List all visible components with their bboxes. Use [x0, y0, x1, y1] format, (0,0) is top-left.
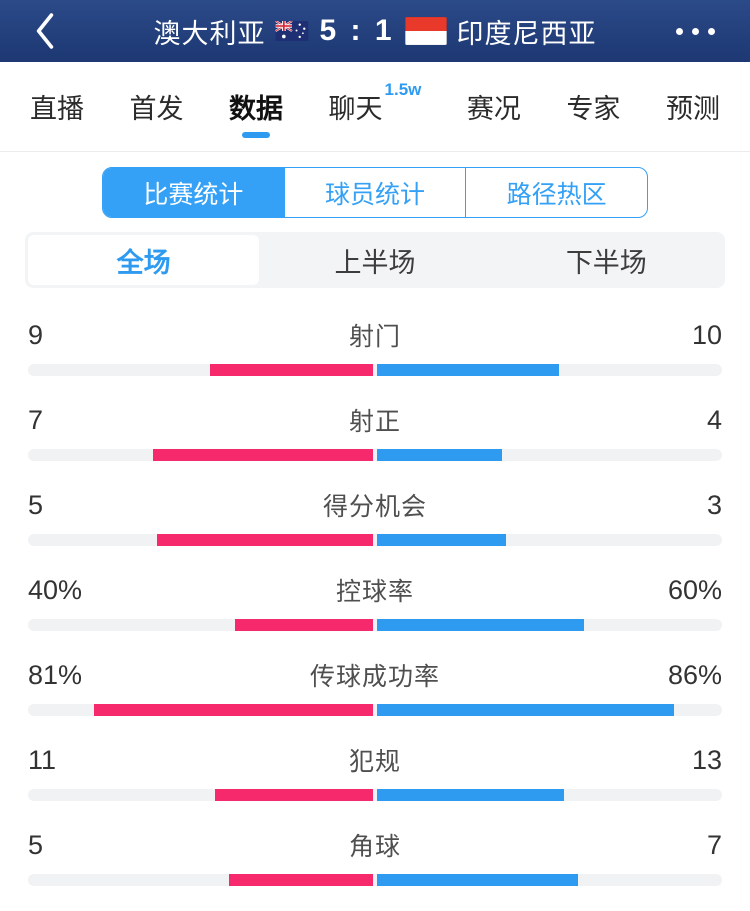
away-team-name: 印度尼西亚	[456, 18, 597, 49]
stat-bar-track	[28, 704, 722, 716]
score: 5 : 1	[319, 14, 395, 47]
stat-row-pass-success-rate: 81% 传球成功率 86%	[0, 656, 750, 741]
home-value: 7	[28, 404, 44, 435]
home-value: 81%	[28, 659, 83, 690]
stat-bar-track	[28, 874, 722, 886]
nav-tab-label: 赛况	[466, 94, 521, 124]
home-bar	[157, 534, 373, 546]
home-value: 11	[28, 744, 57, 775]
tab-lineup[interactable]: 首发	[128, 62, 186, 152]
australia-flag-icon	[275, 21, 309, 41]
stat-label: 射正	[348, 408, 401, 436]
stat-label: 犯规	[348, 748, 401, 776]
away-value: 13	[691, 744, 722, 775]
home-value: 40%	[28, 574, 83, 605]
nav-tab-label: 预测	[665, 94, 720, 124]
nav-tab-badge: 1.5w	[384, 79, 422, 99]
nav-tab-label: 数据	[229, 94, 284, 124]
period-tabs: 全场 上半场 下半场	[25, 232, 725, 288]
more-button[interactable]	[640, 0, 750, 62]
segment-heatmap[interactable]: 路径热区	[465, 168, 647, 217]
stat-row-scoring-chances: 5 得分机会 3	[0, 486, 750, 571]
stat-bar-track	[28, 789, 722, 801]
away-bar	[377, 449, 502, 461]
stat-row-corners: 5 角球 7	[0, 826, 750, 911]
match-stats-list: 9 射门 10 7 射正 4 5 得分机会 3	[0, 316, 750, 911]
chevron-left-icon	[36, 13, 54, 49]
stat-label: 得分机会	[322, 493, 427, 521]
away-value: 10	[691, 319, 722, 350]
away-value: 86%	[667, 659, 722, 690]
period-label: 下半场	[565, 247, 647, 278]
home-bar	[215, 789, 373, 801]
period-label: 上半场	[334, 247, 416, 278]
away-value: 4	[706, 404, 722, 435]
match-header: 澳大利亚 5 : 1 印度尼西亚	[0, 0, 750, 62]
active-tab-indicator	[242, 131, 271, 138]
away-value: 3	[706, 489, 722, 520]
home-bar	[94, 704, 373, 716]
home-bar	[153, 449, 373, 461]
stat-label: 角球	[348, 833, 401, 861]
stat-bar-track	[28, 534, 722, 546]
indonesia-flag-icon	[404, 17, 447, 45]
home-value: 5	[28, 489, 44, 520]
stat-bar-track	[28, 364, 722, 376]
stat-bar-track	[28, 449, 722, 461]
away-bar	[377, 619, 584, 631]
stat-type-label: 比赛统计	[143, 180, 244, 209]
tab-chat[interactable]: 聊天 1.5w	[327, 62, 424, 152]
tab-prediction[interactable]: 预测	[664, 62, 722, 152]
home-team-name: 澳大利亚	[153, 18, 266, 49]
period-label: 全场	[116, 247, 171, 278]
tab-situation[interactable]: 赛况	[465, 62, 523, 152]
away-bar	[377, 534, 506, 546]
tab-expert[interactable]: 专家	[564, 62, 622, 152]
stat-type-label: 球员统计	[325, 180, 426, 209]
stat-row-fouls: 11 犯规 13	[0, 741, 750, 826]
stat-type-label: 路径热区	[506, 180, 607, 209]
period-full-match[interactable]: 全场	[28, 235, 260, 285]
segment-match-stats[interactable]: 比赛统计	[103, 168, 284, 217]
home-bar	[229, 874, 373, 886]
match-title: 澳大利亚 5 : 1 印度尼西亚	[0, 0, 750, 62]
stat-type-tabs: 比赛统计 球员统计 路径热区	[102, 167, 648, 218]
stat-label: 射门	[348, 323, 401, 351]
period-second-half[interactable]: 下半场	[491, 235, 722, 285]
home-bar	[235, 619, 373, 631]
stat-label: 控球率	[335, 578, 414, 606]
stat-row-shots-on-target: 7 射正 4	[0, 401, 750, 486]
away-bar	[377, 704, 674, 716]
nav-tab-label: 直播	[30, 94, 84, 124]
stat-label: 传球成功率	[309, 663, 440, 691]
away-value: 60%	[667, 574, 722, 605]
away-bar	[377, 364, 559, 376]
nav-tab-label: 聊天	[328, 94, 383, 124]
home-value: 9	[28, 319, 44, 350]
tab-data[interactable]: 数据	[227, 62, 285, 152]
away-bar	[377, 874, 578, 886]
ellipsis-icon	[675, 27, 683, 35]
tab-live[interactable]: 直播	[28, 62, 86, 152]
home-value: 5	[28, 829, 44, 860]
nav-tab-label: 首发	[129, 94, 184, 124]
segment-player-stats[interactable]: 球员统计	[283, 168, 466, 217]
away-value: 7	[706, 829, 722, 860]
stat-row-possession: 40% 控球率 60%	[0, 571, 750, 656]
home-bar	[210, 364, 373, 376]
stat-bar-track	[28, 619, 722, 631]
period-first-half[interactable]: 上半场	[259, 235, 490, 285]
nav-tabs: 直播 首发 数据 聊天 1.5w 赛况 专家 预测	[0, 62, 750, 152]
nav-tab-label: 专家	[566, 94, 621, 124]
away-bar	[377, 789, 564, 801]
back-button[interactable]	[0, 0, 90, 62]
stat-row-shots: 9 射门 10	[0, 316, 750, 401]
